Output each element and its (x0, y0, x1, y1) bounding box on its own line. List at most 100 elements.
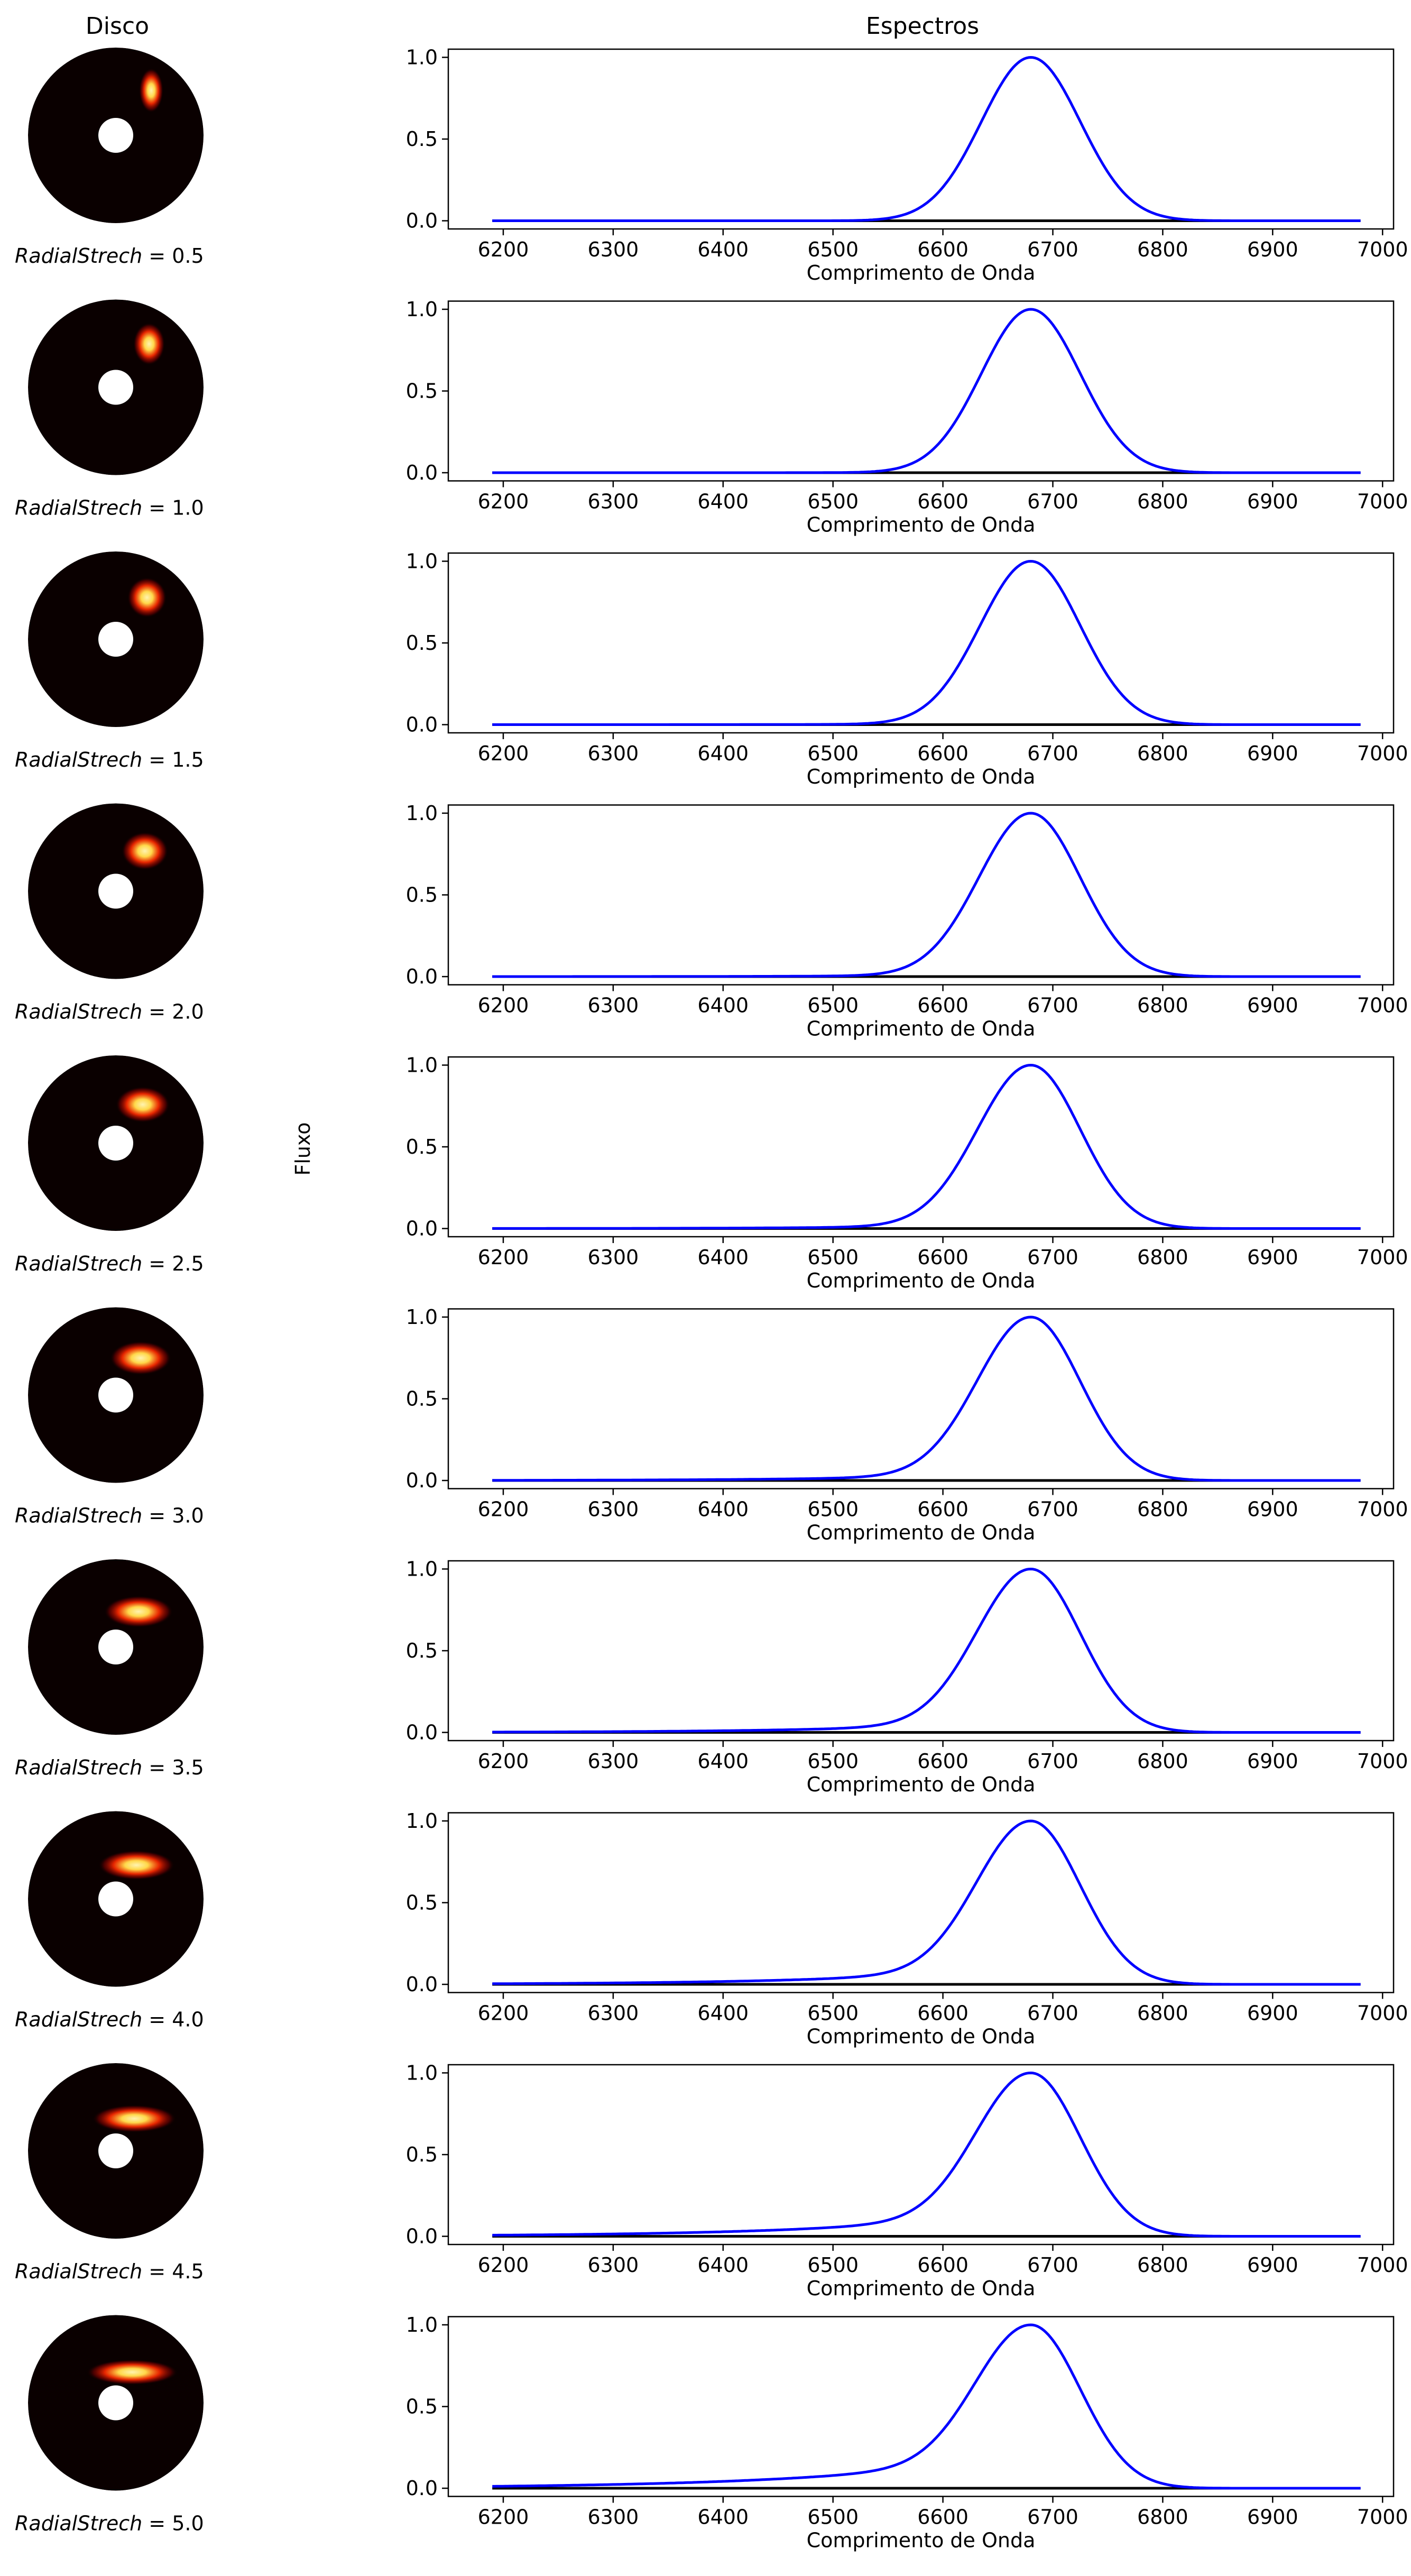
x-tick-label: 7000 (1357, 1498, 1408, 1521)
disk-hotspot (139, 68, 163, 113)
spectrum-line (492, 1568, 1361, 1734)
disk-parameter-label: RadialStrech = 2.5 (15, 1252, 204, 1275)
x-tick-label: 6200 (478, 1750, 529, 1773)
x-tick-label: 6200 (478, 490, 529, 513)
x-tick-label: 6600 (917, 490, 969, 513)
spectrum-line (492, 308, 1361, 474)
disk-inner-hole (98, 118, 133, 153)
parameter-name: RadialStrech (15, 1756, 142, 1779)
x-tick-label: 6700 (1027, 1246, 1078, 1269)
spectrum-line (492, 812, 1361, 978)
x-tick-label: 6700 (1027, 2506, 1078, 2529)
x-tick-label: 6400 (697, 238, 749, 261)
x-axis-label: Comprimento de Onda (807, 1017, 1036, 1041)
x-axis-label: Comprimento de Onda (807, 1521, 1036, 1544)
spectrum-line (492, 1315, 1361, 1482)
spectrum-line (492, 2072, 1361, 2238)
shared-y-axis-label: Fluxo (291, 1122, 315, 1175)
panel-row: RadialStrech = 3.5 6200 6300 6400 6500 6600 67… (15, 1557, 1408, 1796)
x-tick-label: 6900 (1247, 2002, 1298, 2025)
x-tick-label: 6800 (1137, 490, 1188, 513)
x-tick-label: 6400 (697, 2506, 749, 2529)
x-tick-label: 6500 (807, 1498, 859, 1521)
x-axis-label: Comprimento de Onda (807, 1269, 1036, 1292)
x-tick-label: 6700 (1027, 238, 1078, 261)
x-tick-label: 6700 (1027, 1750, 1078, 1773)
spectrum-line (492, 560, 1361, 726)
x-axis-label: Comprimento de Onda (807, 1773, 1036, 1796)
x-tick-label: 6800 (1137, 1246, 1188, 1269)
x-tick-label: 6500 (807, 994, 859, 1017)
parameter-name: RadialStrech (15, 748, 142, 771)
x-tick-label: 6200 (478, 2506, 529, 2529)
panel-row: RadialStrech = 1.5 6200 6300 6400 6500 6600 67… (15, 549, 1408, 788)
disk-hotspot (110, 1341, 171, 1375)
y-tick-label: 1.0 (406, 298, 438, 321)
x-tick-label: 6300 (588, 1750, 639, 1773)
x-tick-label: 6900 (1247, 1750, 1298, 1773)
x-tick-label: 6500 (807, 490, 859, 513)
x-tick-label: 6300 (588, 490, 639, 513)
disk-inner-hole (98, 873, 133, 909)
y-tick-label: 0.0 (406, 965, 438, 988)
x-axis-label: Comprimento de Onda (807, 2025, 1036, 2048)
x-tick-label: 6400 (697, 2253, 749, 2277)
disk-hotspot (122, 832, 168, 870)
x-tick-label: 6900 (1247, 742, 1298, 765)
y-tick-label: 0.0 (406, 209, 438, 233)
x-tick-label: 6800 (1137, 238, 1188, 261)
disk-inner-hole (98, 2133, 133, 2168)
spectrum-line (492, 1064, 1361, 1230)
x-tick-label: 6500 (807, 238, 859, 261)
x-tick-label: 6300 (588, 2253, 639, 2277)
parameter-name: RadialStrech (15, 2260, 142, 2283)
x-tick-label: 7000 (1357, 2002, 1408, 2025)
x-tick-label: 6600 (917, 1750, 969, 1773)
y-tick-label: 1.0 (406, 2313, 438, 2336)
x-tick-label: 6600 (917, 742, 969, 765)
x-tick-label: 6400 (697, 1498, 749, 1521)
parameter-value: = 3.0 (142, 1504, 204, 1528)
spectrum-line (492, 1819, 1361, 1986)
x-axis-label: Comprimento de Onda (807, 261, 1036, 284)
y-tick-label: 0.5 (406, 2143, 438, 2166)
y-tick-label: 0.5 (406, 1135, 438, 1158)
x-tick-label: 6900 (1247, 490, 1298, 513)
disk-inner-hole (98, 2385, 133, 2421)
x-tick-label: 6500 (807, 2253, 859, 2277)
y-tick-label: 1.0 (406, 1809, 438, 1833)
disk-hotspot (127, 577, 167, 618)
x-tick-label: 6300 (588, 238, 639, 261)
x-tick-label: 6600 (917, 1498, 969, 1521)
disk-parameter-label: RadialStrech = 5.0 (15, 2512, 204, 2535)
panel-row: RadialStrech = 4.0 6200 6300 6400 6500 6600 67… (15, 1809, 1408, 2048)
x-tick-label: 6700 (1027, 1498, 1078, 1521)
x-axis-label: Comprimento de Onda (807, 765, 1036, 788)
x-tick-label: 7000 (1357, 238, 1408, 261)
panel-row: RadialStrech = 3.0 6200 6300 6400 6500 6600 67… (15, 1305, 1408, 1544)
y-tick-label: 0.0 (406, 1721, 438, 1744)
parameter-value: = 0.5 (142, 244, 204, 268)
x-tick-label: 6400 (697, 1246, 749, 1269)
disk-hotspot (93, 2105, 176, 2132)
x-tick-label: 6600 (917, 1246, 969, 1269)
x-tick-label: 6700 (1027, 742, 1078, 765)
x-tick-label: 6900 (1247, 2506, 1298, 2529)
disk-parameter-label: RadialStrech = 3.5 (15, 1756, 204, 1779)
x-tick-label: 6400 (697, 742, 749, 765)
x-tick-label: 6200 (478, 2253, 529, 2277)
x-tick-label: 6300 (588, 2002, 639, 2025)
parameter-value: = 4.5 (142, 2260, 204, 2283)
x-tick-label: 6400 (697, 490, 749, 513)
parameter-value: = 1.5 (142, 748, 204, 771)
x-tick-label: 6200 (478, 2002, 529, 2025)
disk-hotspot (98, 1850, 174, 1880)
x-tick-label: 6500 (807, 742, 859, 765)
parameter-name: RadialStrech (15, 244, 142, 268)
disk-hotspot (133, 323, 165, 365)
x-tick-label: 6200 (478, 1498, 529, 1521)
x-tick-label: 6300 (588, 1498, 639, 1521)
parameter-name: RadialStrech (15, 2512, 142, 2535)
x-tick-label: 6700 (1027, 2002, 1078, 2025)
y-tick-label: 0.5 (406, 884, 438, 907)
